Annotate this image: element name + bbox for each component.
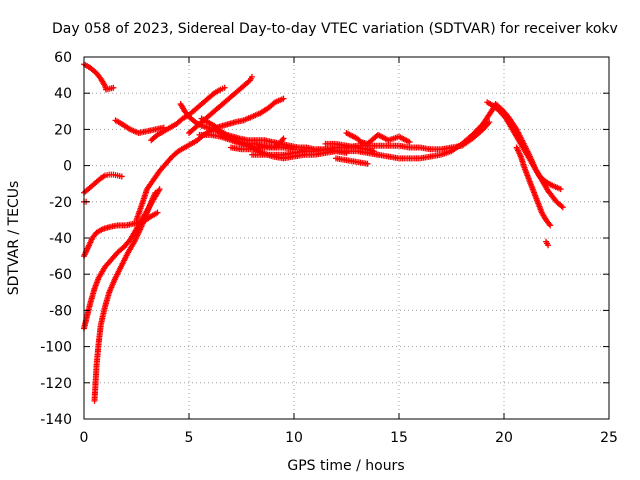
y-tick-labels: -140 -120 -100 -80 -60 -40 -20 0 20 40 60 (40, 50, 72, 428)
x-tick-label: 15 (390, 430, 408, 446)
data-point (364, 160, 371, 167)
data-point (559, 204, 566, 211)
x-tick-label: 5 (185, 430, 194, 446)
data-point (118, 173, 125, 180)
grid (84, 57, 609, 419)
data-point (152, 189, 159, 196)
data-point (110, 84, 117, 91)
series-arc-22 (543, 238, 552, 249)
series-arc-18 (343, 130, 413, 147)
data-point (557, 186, 564, 193)
data-point (280, 135, 287, 142)
data-point (547, 222, 554, 229)
series-arc-1 (81, 61, 117, 93)
series-arc-17 (333, 155, 371, 167)
y-tick-label: -80 (49, 303, 72, 319)
y-tick-label: 20 (54, 122, 72, 138)
series-arc-19 (375, 101, 566, 211)
x-tick-label: 0 (80, 430, 89, 446)
series-arc-10 (186, 73, 255, 137)
y-tick-label: -60 (49, 267, 72, 283)
y-tick-label: 40 (54, 86, 72, 102)
data-point (545, 242, 552, 249)
data-point (558, 203, 565, 210)
y-axis-label: SDTVAR / TECUs (6, 181, 22, 296)
data-point (280, 95, 287, 102)
data-point (154, 209, 161, 216)
series-arc-9 (148, 84, 228, 144)
series-arc-16 (322, 140, 377, 155)
data-series (81, 61, 566, 404)
series-arc-20 (484, 99, 564, 193)
data-point (370, 148, 377, 155)
series-arc-8 (133, 95, 287, 223)
x-axis-label: GPS time / hours (287, 458, 404, 474)
x-tick-label: 20 (495, 430, 513, 446)
y-tick-label: -40 (49, 231, 72, 247)
y-tick-label: 60 (54, 50, 72, 66)
x-tick-label: 25 (600, 430, 618, 446)
plot-frame (83, 56, 610, 420)
data-point (486, 119, 493, 126)
series-arc-2 (112, 117, 167, 137)
tick-marks (83, 56, 610, 420)
data-point (249, 73, 255, 80)
data-point (406, 139, 413, 146)
series-arc-3 (81, 171, 125, 196)
x-tick-labels: 0 5 10 15 20 25 (80, 430, 618, 446)
data-point (221, 84, 228, 91)
series-arc-14 (228, 135, 287, 153)
y-tick-label: -120 (40, 376, 72, 392)
chart-title: Day 058 of 2023, Sidereal Day-to-day VTE… (52, 21, 618, 37)
y-tick-label: 0 (63, 159, 72, 175)
x-tick-label: 10 (285, 430, 303, 446)
y-tick-label: -20 (49, 195, 72, 211)
data-point (156, 186, 163, 193)
series-arc-21 (513, 144, 554, 229)
y-tick-label: -140 (40, 412, 72, 428)
series-arc-7 (91, 189, 159, 404)
y-tick-label: -100 (40, 340, 72, 356)
